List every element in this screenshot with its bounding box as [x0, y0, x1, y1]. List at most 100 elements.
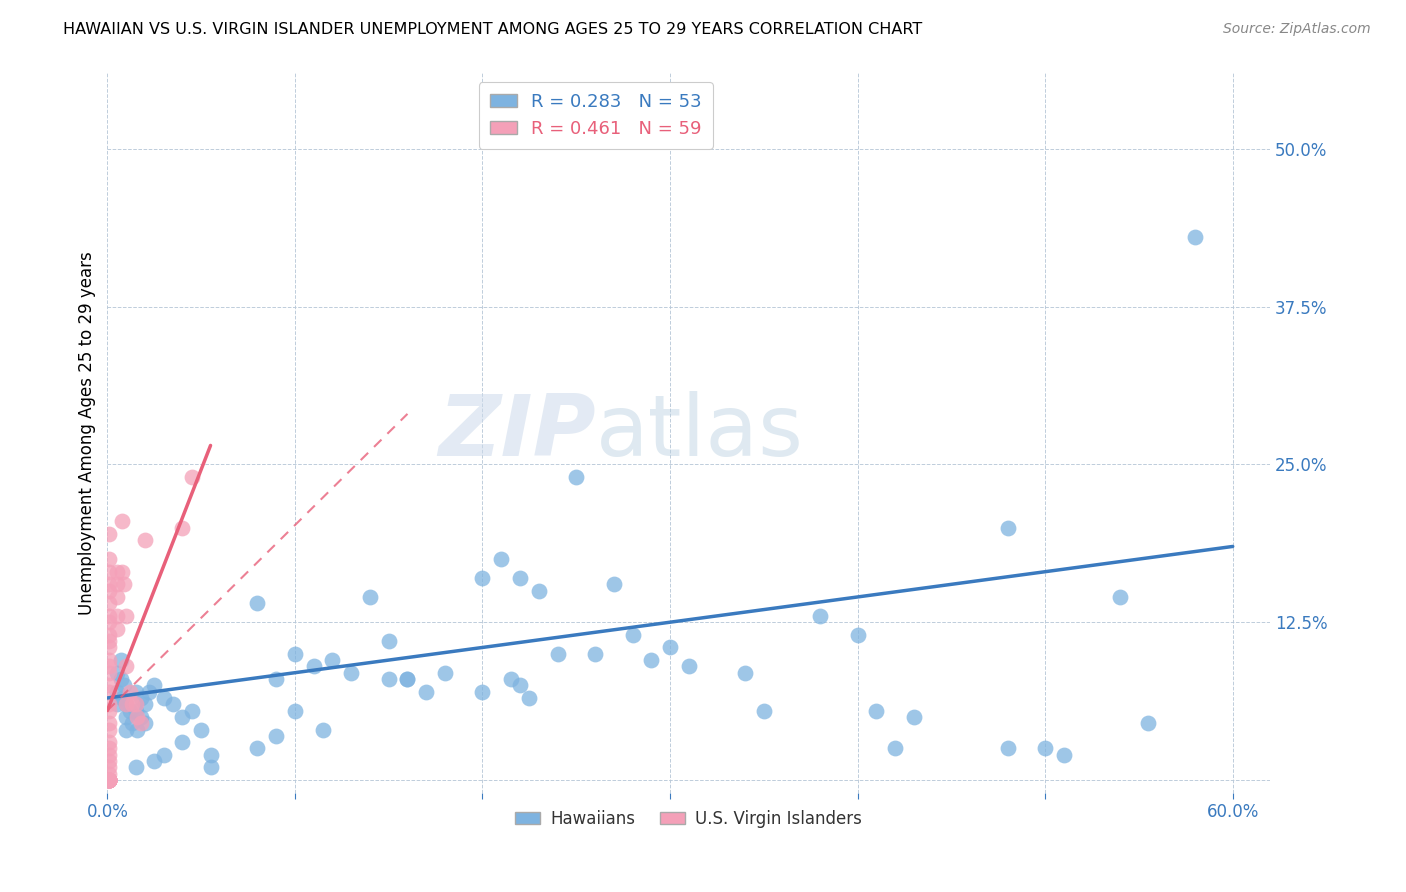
Point — [808, 608, 831, 623]
Point — [98, 772, 121, 787]
Text: atlas: atlas — [596, 392, 804, 475]
Point — [98, 772, 121, 787]
Point — [884, 741, 907, 756]
Point — [200, 760, 222, 774]
Point — [98, 772, 121, 787]
Point — [565, 470, 588, 484]
Point — [583, 647, 606, 661]
Point — [1109, 590, 1132, 604]
Point — [98, 665, 121, 680]
Point — [172, 520, 194, 534]
Point — [1137, 716, 1160, 731]
Point — [127, 723, 149, 737]
Point — [152, 747, 174, 762]
Point — [734, 665, 756, 680]
Point — [129, 690, 152, 705]
Point — [865, 704, 887, 718]
Point — [98, 766, 121, 780]
Point — [98, 772, 121, 787]
Point — [105, 684, 128, 698]
Point — [98, 772, 121, 787]
Point — [98, 772, 121, 787]
Point — [659, 640, 682, 655]
Point — [180, 470, 202, 484]
Point — [621, 628, 644, 642]
Point — [98, 741, 121, 756]
Point — [105, 590, 128, 604]
Point — [846, 628, 869, 642]
Point — [138, 684, 160, 698]
Point — [121, 716, 143, 731]
Point — [98, 735, 121, 749]
Point — [264, 729, 287, 743]
Point — [396, 672, 419, 686]
Point — [471, 571, 494, 585]
Point — [527, 583, 550, 598]
Text: HAWAIIAN VS U.S. VIRGIN ISLANDER UNEMPLOYMENT AMONG AGES 25 TO 29 YEARS CORRELAT: HAWAIIAN VS U.S. VIRGIN ISLANDER UNEMPLO… — [63, 22, 922, 37]
Point — [98, 678, 121, 692]
Point — [98, 565, 121, 579]
Point — [547, 647, 569, 661]
Point — [1033, 741, 1056, 756]
Point — [98, 772, 121, 787]
Point — [396, 672, 419, 686]
Point — [98, 698, 121, 712]
Point — [200, 747, 222, 762]
Y-axis label: Unemployment Among Ages 25 to 29 years: Unemployment Among Ages 25 to 29 years — [79, 251, 96, 615]
Point — [997, 741, 1019, 756]
Point — [433, 665, 456, 680]
Point — [98, 526, 121, 541]
Point — [509, 678, 531, 692]
Point — [98, 704, 121, 718]
Point — [98, 615, 121, 630]
Point — [110, 653, 132, 667]
Point — [98, 608, 121, 623]
Point — [111, 514, 134, 528]
Point — [98, 772, 121, 787]
Point — [98, 772, 121, 787]
Point — [143, 678, 166, 692]
Point — [98, 772, 121, 787]
Point — [118, 704, 141, 718]
Point — [340, 665, 363, 680]
Point — [134, 716, 156, 731]
Point — [471, 684, 494, 698]
Point — [98, 684, 121, 698]
Point — [491, 552, 513, 566]
Point — [118, 684, 141, 698]
Point — [115, 710, 138, 724]
Point — [98, 653, 121, 667]
Point — [98, 723, 121, 737]
Point — [105, 665, 128, 680]
Point — [121, 698, 143, 712]
Point — [98, 754, 121, 768]
Point — [98, 634, 121, 648]
Point — [124, 760, 146, 774]
Point — [499, 672, 522, 686]
Point — [98, 628, 121, 642]
Point — [98, 772, 121, 787]
Point — [110, 672, 132, 686]
Point — [321, 653, 343, 667]
Point — [115, 698, 138, 712]
Point — [98, 772, 121, 787]
Point — [112, 577, 135, 591]
Point — [98, 583, 121, 598]
Point — [105, 577, 128, 591]
Point — [1184, 230, 1206, 244]
Point — [111, 565, 134, 579]
Point — [302, 659, 325, 673]
Point — [105, 698, 128, 712]
Point — [98, 772, 121, 787]
Point — [678, 659, 700, 673]
Legend: Hawaiians, U.S. Virgin Islanders: Hawaiians, U.S. Virgin Islanders — [509, 804, 869, 835]
Point — [284, 647, 307, 661]
Point — [190, 723, 212, 737]
Point — [359, 590, 381, 604]
Point — [115, 723, 138, 737]
Point — [98, 747, 121, 762]
Point — [903, 710, 925, 724]
Point — [143, 754, 166, 768]
Point — [997, 520, 1019, 534]
Point — [377, 672, 399, 686]
